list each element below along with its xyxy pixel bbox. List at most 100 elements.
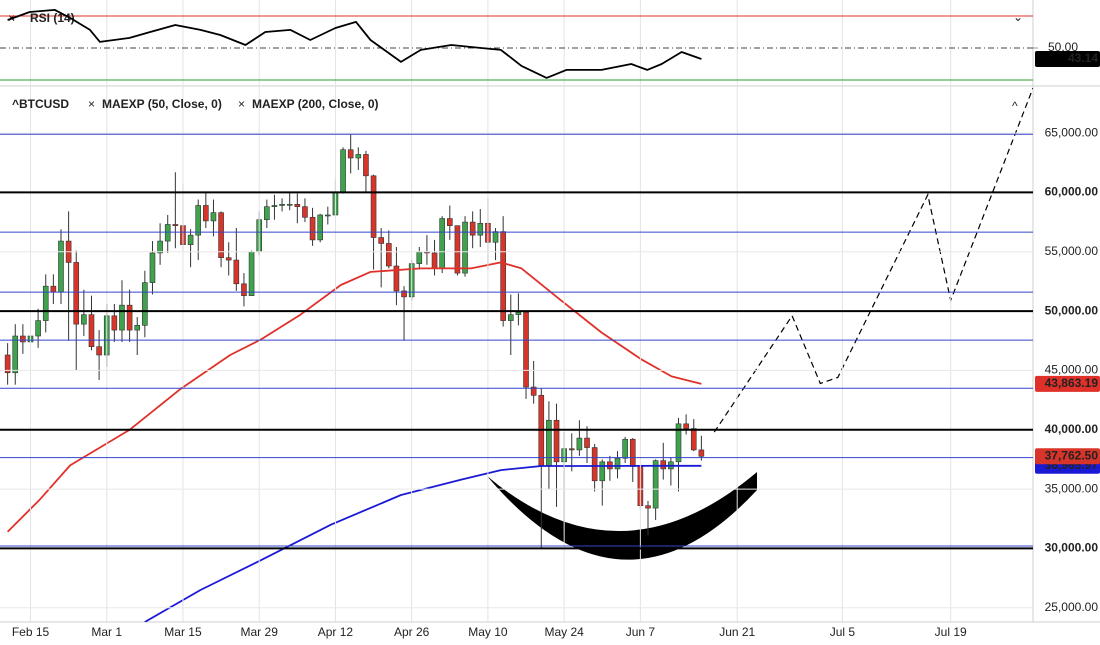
candle-body [584, 437, 590, 448]
candle-body [469, 221, 476, 236]
candle-body [149, 252, 156, 283]
candle-body [546, 419, 552, 466]
candle-body [614, 457, 621, 470]
candle-body [690, 428, 697, 451]
candle-body [568, 448, 575, 451]
legend-entry: MAEXP (200, Close, 0) [252, 97, 379, 111]
y-tick-label: 30,000.00 [1045, 541, 1099, 555]
candle-body [439, 218, 445, 269]
candle-body [393, 265, 400, 292]
candle-body [652, 460, 659, 509]
candle-body [431, 252, 438, 269]
last-price-label: 37,762.50 [1045, 448, 1099, 462]
candle-body [164, 224, 171, 242]
y-tick-label: 40,000.00 [1045, 422, 1099, 436]
candle-body [172, 224, 179, 226]
candle-body [325, 214, 331, 217]
x-tick-label: May 24 [544, 625, 584, 639]
candle-body [111, 315, 118, 331]
candle-body [378, 237, 384, 244]
rsi-line [7, 9, 702, 79]
candle-body [675, 423, 682, 463]
candle-body [88, 314, 95, 347]
candle-body [454, 225, 461, 274]
collapse-icon[interactable]: ⌄ [1013, 10, 1023, 24]
candle-body [218, 212, 224, 258]
candle-body [187, 234, 194, 245]
candle-body [248, 251, 255, 296]
x-tick-label: Jul 19 [935, 625, 967, 639]
candle-body [294, 203, 301, 207]
candle-body [157, 240, 163, 254]
candle-body [340, 149, 346, 193]
cup-annotation [487, 472, 757, 560]
candle-body [58, 240, 64, 293]
y-tick-label: 55,000.00 [1045, 244, 1099, 258]
chart-title: ^BTCUSD [12, 97, 69, 111]
candle-body [629, 438, 636, 467]
candle-body [507, 314, 514, 321]
x-tick-label: Mar 29 [241, 625, 279, 639]
last-price-label-box [1035, 448, 1100, 465]
candle-body [416, 251, 423, 264]
candle-body [241, 283, 247, 296]
candle-body [42, 285, 49, 321]
candle-body [302, 206, 308, 218]
y-tick-label: 65,000.00 [1045, 125, 1099, 139]
rsi-title: RSI (14) [30, 11, 75, 25]
candle-body [576, 437, 583, 451]
ma-last-label: 43,863.19 [1045, 376, 1099, 390]
candle-body [599, 461, 606, 482]
x-tick-label: Jun 21 [719, 625, 755, 639]
y-tick-label: 45,000.00 [1045, 363, 1099, 377]
rsi-last-label-box [1035, 50, 1100, 67]
candle-body [317, 214, 323, 241]
candle-body [386, 243, 392, 267]
candle-body [401, 290, 407, 298]
marker-icon: ^ [1012, 99, 1018, 113]
candle-body [530, 386, 537, 396]
candle-body [370, 175, 377, 238]
legend-close[interactable]: × [88, 97, 95, 111]
candle-body [660, 460, 667, 470]
candle-body [126, 304, 133, 331]
rsi-tick-label: 50.00 [1048, 40, 1078, 54]
candle-body [591, 447, 598, 482]
candle-body [35, 320, 41, 337]
candle-body [500, 231, 506, 321]
x-tick-label: Jul 5 [830, 625, 856, 639]
candle-body [477, 222, 484, 236]
x-tick-label: Mar 1 [91, 625, 122, 639]
candle-body [134, 325, 141, 331]
candle-body [446, 218, 453, 226]
candle-body [203, 205, 209, 222]
candle-body [462, 221, 468, 274]
candle-body [73, 262, 80, 325]
candle-body [363, 154, 369, 177]
legend-close[interactable]: × [238, 97, 245, 111]
x-tick-label: Jun 7 [626, 625, 656, 639]
candle-body [210, 212, 217, 222]
candle-body [523, 311, 529, 388]
candle-body [81, 314, 87, 325]
y-tick-label: 50,000.00 [1045, 303, 1099, 317]
moving-average [144, 464, 702, 622]
candle-body [286, 203, 293, 206]
candle-body [683, 423, 689, 429]
x-tick-label: Feb 15 [12, 625, 50, 639]
candle-body [698, 449, 705, 457]
candle-body [645, 505, 651, 509]
candle-body [309, 217, 316, 241]
x-tick-label: May 10 [468, 625, 508, 639]
legend-entry: MAEXP (50, Close, 0) [102, 97, 222, 111]
candle-body [264, 206, 270, 221]
candle-body [347, 149, 354, 159]
candle-body [515, 311, 522, 315]
y-tick-label: 25,000.00 [1045, 600, 1099, 614]
candle-body [233, 259, 240, 285]
candle-body [12, 335, 19, 374]
y-tick-label: 60,000.00 [1045, 185, 1099, 199]
x-tick-label: Apr 12 [318, 625, 354, 639]
